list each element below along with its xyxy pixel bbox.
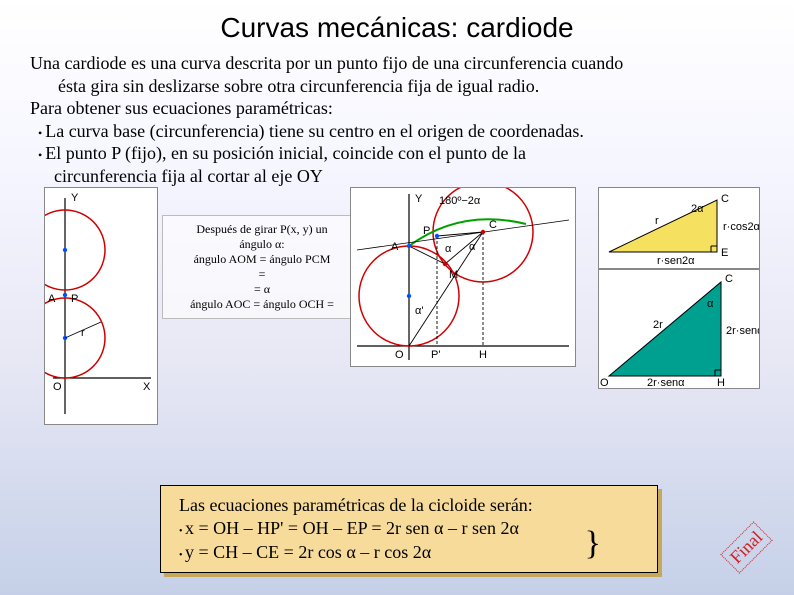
final-badge: Final	[720, 521, 772, 573]
svg-text:Y: Y	[71, 192, 79, 204]
annot-line: = α	[169, 282, 355, 297]
svg-text:α: α	[707, 298, 714, 310]
svg-text:A: A	[391, 241, 399, 253]
slide-title: Curvas mecánicas: cardiode	[0, 0, 794, 52]
diagram-triangle-top: C E 2α r·cos2α r·sen2α r	[598, 187, 760, 269]
svg-text:P: P	[423, 225, 430, 237]
intro-bullet: El punto P (fijo), en su posición inicia…	[30, 142, 764, 165]
diagram-initial-position: Y X O A P r	[44, 187, 158, 425]
intro-text: Una cardiode es una curva descrita por u…	[0, 52, 794, 187]
equation-y: y = CH – CE = 2r cos α – r cos 2α	[175, 541, 643, 564]
svg-text:P': P'	[431, 349, 440, 361]
annot-line: ángulo AOM = ángulo PCM	[169, 252, 355, 267]
annot-line: ángulo α:	[169, 237, 355, 252]
svg-text:r·sen2α: r·sen2α	[657, 255, 695, 267]
diagram-triangle-bottom: C O H α 2r 2r·senα 2r·senα	[598, 269, 760, 389]
svg-text:X: X	[143, 381, 151, 393]
equations-heading: Las ecuaciones paramétricas de la cicloi…	[175, 494, 643, 517]
svg-text:2r: 2r	[653, 319, 663, 331]
svg-text:r·cos2α: r·cos2α	[723, 221, 759, 233]
annot-line: ángulo AOC = ángulo OCH =	[169, 297, 355, 312]
diagram-rotation: Y O A P C M H P' α α α' 180º−2α	[350, 187, 576, 367]
svg-text:2r·senα: 2r·senα	[647, 377, 685, 388]
annotation-box: Después de girar P(x, y) un ángulo α: án…	[162, 215, 362, 319]
svg-text:C: C	[721, 193, 729, 205]
svg-text:α': α'	[415, 305, 423, 317]
intro-line: circunferencia fija al cortar al eje OY	[30, 165, 764, 188]
svg-text:O: O	[395, 349, 404, 361]
svg-text:α: α	[469, 241, 476, 253]
svg-text:α: α	[445, 243, 452, 255]
intro-line: Para obtener sus ecuaciones paramétricas…	[30, 97, 764, 120]
equations-box: Las ecuaciones paramétricas de la cicloi…	[160, 485, 658, 573]
svg-text:O: O	[53, 381, 62, 393]
intro-line: Una cardiode es una curva descrita por u…	[30, 52, 764, 75]
svg-text:M: M	[449, 269, 458, 281]
svg-text:H: H	[717, 377, 725, 388]
svg-text:C: C	[489, 219, 497, 231]
svg-text:C: C	[725, 273, 733, 285]
svg-text:180º−2α: 180º−2α	[439, 195, 481, 207]
svg-text:A: A	[48, 293, 56, 305]
svg-text:O: O	[600, 377, 609, 388]
svg-text:Y: Y	[415, 193, 423, 205]
intro-bullet: La curva base (circunferencia) tiene su …	[30, 120, 764, 143]
svg-text:E: E	[721, 247, 728, 259]
diagram-area: Y X O A P r Después de girar P(x, y) un …	[0, 187, 794, 447]
svg-text:H: H	[479, 349, 487, 361]
equation-x: x = OH – HP' = OH – EP = 2r sen α – r se…	[175, 517, 643, 540]
svg-text:r: r	[81, 327, 85, 339]
svg-text:2r·senα: 2r·senα	[726, 325, 759, 337]
svg-text:r: r	[655, 215, 659, 227]
brace-icon: }	[585, 522, 601, 566]
svg-text:2α: 2α	[691, 203, 704, 215]
annot-line: =	[169, 267, 355, 282]
annot-line: Después de girar P(x, y) un	[169, 222, 355, 237]
intro-line: ésta gira sin deslizarse sobre otra circ…	[30, 75, 764, 98]
svg-text:P: P	[71, 293, 78, 305]
